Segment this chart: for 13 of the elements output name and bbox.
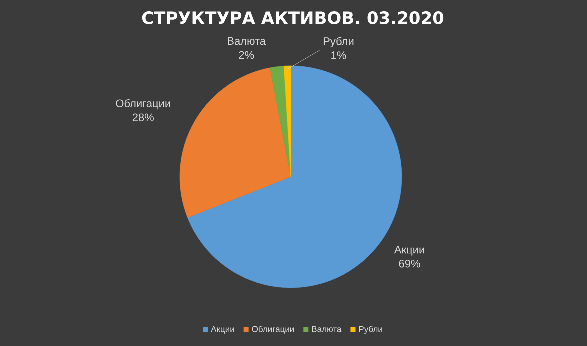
legend-label: Акции (211, 326, 234, 334)
data-label: 69% (399, 260, 420, 268)
data-label: 1% (332, 52, 346, 60)
chart-title: СТРУКТУРА АКТИВОВ. 03.2020 (142, 12, 444, 24)
legend-label: Рубли (359, 326, 382, 334)
legend-label: Облигации (252, 326, 294, 334)
legend-label: Валюта (312, 326, 342, 332)
data-label: 28% (132, 114, 154, 122)
slice-label: Акции (394, 246, 424, 256)
slice-label: Облигации (116, 99, 170, 110)
slice-label: Рубли (324, 37, 354, 48)
data-label: 2% (239, 51, 254, 60)
slice-label: Валюта (228, 37, 266, 46)
